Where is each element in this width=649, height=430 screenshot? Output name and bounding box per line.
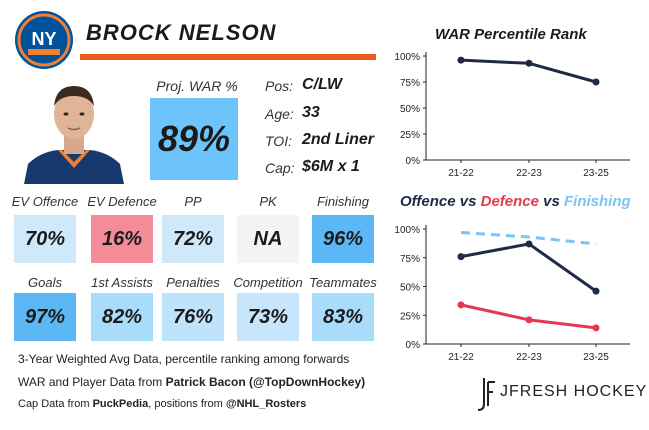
info-label-toi: TOI: xyxy=(265,133,292,149)
war-percentile-chart: 0% 25% 50% 75% 100% 21-22 22-23 23-25 xyxy=(394,52,630,178)
offence-defence-finishing-chart: 0% 25% 50% 75% 100% 21-22 22-23 23-25 xyxy=(394,225,630,363)
war-y-tick-label: 75% xyxy=(400,78,420,89)
odf-series-point-0 xyxy=(525,240,533,248)
war-y-tick-label: 0% xyxy=(406,156,421,167)
stat-value-goals: 97% xyxy=(14,293,76,341)
footnote-cap-puckpedia: PuckPedia xyxy=(92,398,149,410)
title-finishing: Finishing xyxy=(564,193,631,210)
info-label-cap: Cap: xyxy=(265,160,295,176)
stat-value-finishing: 96% xyxy=(312,215,374,263)
odf-x-tick-label: 23-25 xyxy=(583,352,609,363)
stat-label-competition: Competition xyxy=(233,275,303,290)
stat-value-ev-offence: 70% xyxy=(14,215,76,263)
war-series-point-0 xyxy=(592,78,600,86)
war-series-point-0 xyxy=(457,56,465,64)
stat-label-teammates: Teammates xyxy=(309,275,377,290)
war-series-point-0 xyxy=(525,59,533,67)
player-headshot xyxy=(24,86,124,184)
footnote-cap-mid: , positions from xyxy=(148,398,226,410)
odf-series-point-1 xyxy=(592,324,600,332)
war-y-tick-label: 50% xyxy=(400,104,420,115)
odf-series-line-0 xyxy=(460,242,597,293)
stat-value-penalties: 76% xyxy=(162,293,224,341)
brand-name: JFRESH HOCKEY xyxy=(500,383,648,400)
info-label-pos: Pos: xyxy=(265,78,294,94)
odf-series-point-0 xyxy=(457,253,465,261)
odf-y-tick-label: 0% xyxy=(406,340,421,351)
player-name: BROCK NELSON xyxy=(86,20,277,45)
odf-series-point-0 xyxy=(592,287,600,295)
jfresh-logo-icon xyxy=(477,378,495,411)
odf-y-tick-label: 50% xyxy=(400,283,420,294)
info-value-toi: 2nd Liner xyxy=(302,131,375,148)
stat-value-pk: NA xyxy=(237,215,299,263)
proj-war-value: 89% xyxy=(150,98,238,180)
footnote-cap-prefix: Cap Data from xyxy=(18,398,93,410)
footnote-war-source: WAR and Player Data from Patrick Bacon (… xyxy=(18,375,365,389)
stat-label-finishing: Finishing xyxy=(316,194,370,209)
info-value-cap: $6M x 1 xyxy=(302,158,360,175)
war-x-tick-label: 23-25 xyxy=(583,168,609,178)
stat-value-competition: 73% xyxy=(237,293,299,341)
footnote-war-author: Patrick Bacon (@TopDownHockey) xyxy=(165,375,366,389)
odf-y-tick-label: 75% xyxy=(400,254,420,265)
odf-series-point-1 xyxy=(525,316,533,324)
stat-label-ev-offence: EV Offence xyxy=(11,194,79,209)
islanders-logo: NY xyxy=(15,11,73,69)
info-value-pos: C/LW xyxy=(302,76,342,93)
footnote-war-prefix: WAR and Player Data from xyxy=(18,375,166,389)
footnote-cap-rosters: @NHL_Rosters xyxy=(225,398,307,410)
footnote-methodology: 3-Year Weighted Avg Data, percentile ran… xyxy=(18,352,350,366)
war-chart-title: WAR Percentile Rank xyxy=(435,26,587,43)
title-defence: Defence xyxy=(480,193,539,210)
name-underline xyxy=(80,54,376,60)
stat-value-ev-defence: 16% xyxy=(91,215,153,263)
odf-x-tick-label: 21-22 xyxy=(448,352,474,363)
war-y-tick-label: 25% xyxy=(400,130,420,141)
info-value-age: 33 xyxy=(302,104,320,121)
proj-war-label: Proj. WAR % xyxy=(156,78,238,94)
war-y-tick-label: 100% xyxy=(394,52,420,63)
odf-series-point-1 xyxy=(457,301,465,309)
svg-text:NY: NY xyxy=(31,29,56,49)
stat-label-pp: PP xyxy=(184,194,202,209)
title-vs-2: vs xyxy=(538,193,564,210)
odf-y-tick-label: 100% xyxy=(394,225,420,236)
title-vs-1: vs xyxy=(455,193,481,210)
stat-label-penalties: Penalties xyxy=(166,275,220,290)
odf-y-tick-label: 25% xyxy=(400,311,420,322)
offence-defence-finishing-title: Offence vs Defence vs Finishing xyxy=(400,193,631,210)
info-label-age: Age: xyxy=(265,106,294,122)
stat-label-first-assists: 1st Assists xyxy=(91,275,153,290)
footnote-cap-source: Cap Data from PuckPedia, positions from … xyxy=(18,398,306,410)
odf-x-tick-label: 22-23 xyxy=(516,352,542,363)
stat-value-first-assists: 82% xyxy=(91,293,153,341)
war-x-tick-label: 21-22 xyxy=(448,168,474,178)
stat-label-goals: Goals xyxy=(28,275,62,290)
stat-value-pp: 72% xyxy=(162,215,224,263)
stat-label-ev-defence: EV Defence xyxy=(87,194,157,209)
title-offence: Offence xyxy=(400,193,456,210)
war-x-tick-label: 22-23 xyxy=(516,168,542,178)
odf-series-line-2 xyxy=(460,230,597,246)
stat-value-teammates: 83% xyxy=(312,293,374,341)
stat-label-pk: PK xyxy=(259,194,277,209)
